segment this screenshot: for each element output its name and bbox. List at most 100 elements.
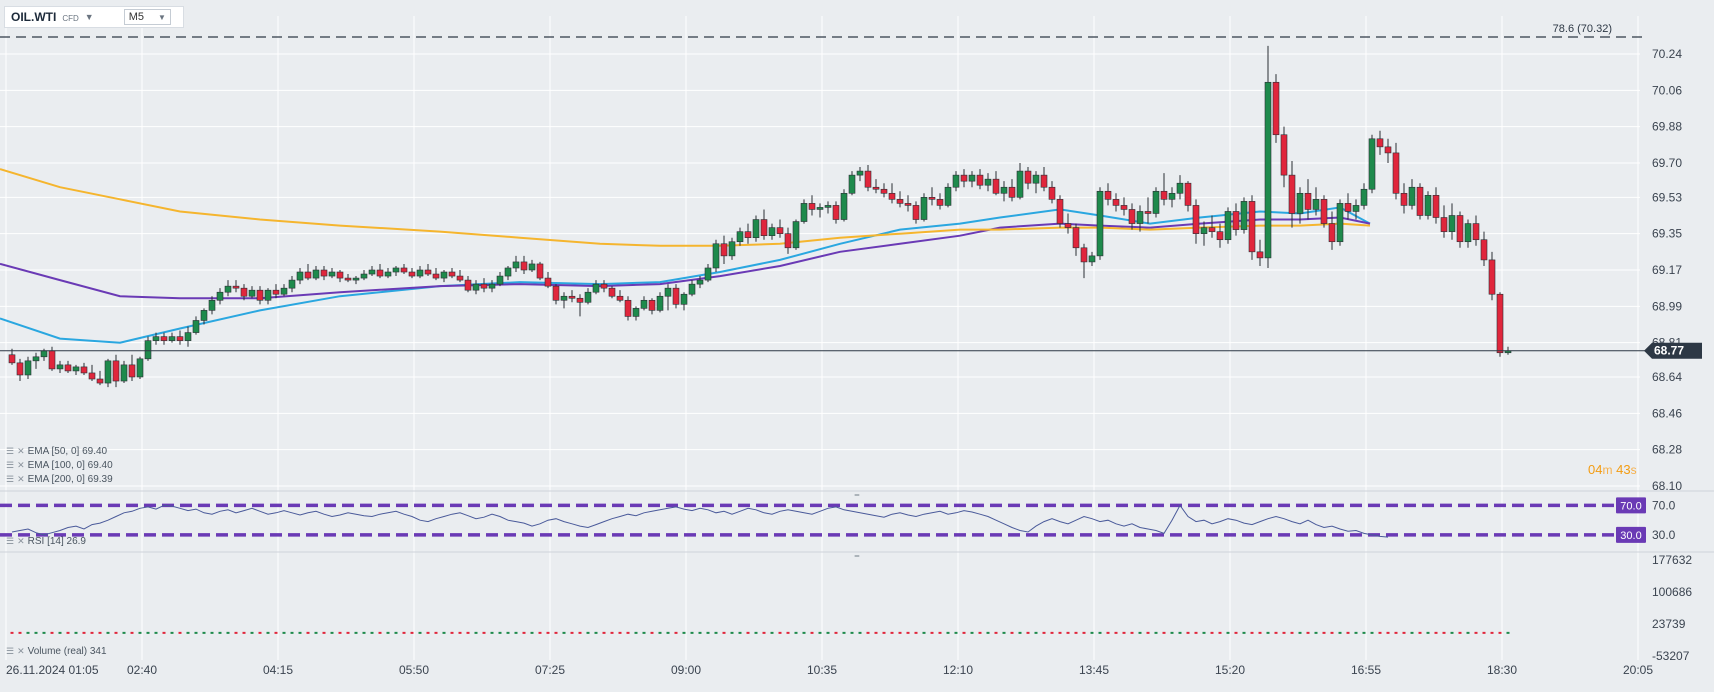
volume-bar (314, 631, 318, 634)
candle-body (1152, 190, 1160, 214)
volume-bar (1258, 631, 1262, 634)
close-icon[interactable]: ✕ (17, 446, 25, 456)
volume-bar (1170, 631, 1174, 634)
close-icon[interactable]: ✕ (17, 460, 25, 470)
symbol-type: CFD (62, 13, 79, 23)
volume-bar (330, 631, 334, 634)
volume-bar (778, 631, 782, 634)
candle-body (296, 271, 304, 281)
candle-body (56, 364, 64, 370)
volume-bar (842, 631, 846, 634)
volume-bar (1282, 631, 1286, 634)
close-icon[interactable]: ✕ (17, 646, 25, 656)
volume-bar (1178, 631, 1182, 634)
rsi-line (11, 504, 1389, 538)
candle-body (8, 354, 16, 364)
candle-body (1320, 199, 1328, 224)
candle-body (1216, 231, 1224, 241)
candle-body (1344, 203, 1352, 212)
y-tick-label: 70.24 (1652, 47, 1682, 61)
volume-bar (962, 631, 966, 634)
volume-bar (434, 631, 438, 634)
settings-icon[interactable]: ☰ (6, 446, 15, 456)
volume-bar (34, 631, 38, 634)
volume-bar (1306, 631, 1310, 634)
candle-body (640, 299, 648, 309)
candle-body (80, 366, 88, 374)
settings-icon[interactable]: ☰ (6, 646, 15, 656)
candle-body (320, 269, 328, 277)
candle-body (408, 271, 416, 277)
rsi-level-tag-label: 30.0 (1620, 530, 1641, 542)
volume-bar (82, 631, 86, 634)
candle-body (1288, 174, 1296, 214)
candle-body (88, 372, 96, 380)
candle-body (1024, 170, 1032, 184)
volume-bar (674, 631, 678, 634)
settings-icon[interactable]: ☰ (6, 536, 15, 546)
symbol-dropdown-icon[interactable]: ▼ (84, 12, 94, 22)
candle-body (824, 205, 832, 208)
candle-body (1128, 209, 1136, 224)
close-icon[interactable]: ✕ (17, 536, 25, 546)
candle-body (1336, 203, 1344, 243)
candle-body (336, 271, 344, 279)
volume-bar (418, 631, 422, 634)
rsi-y-label: 70.0 (1652, 498, 1676, 512)
candle-body (512, 261, 520, 269)
volume-bar (1154, 631, 1158, 634)
volume-bar (514, 631, 518, 634)
legend-volume[interactable]: ☰ ✕ Volume (real) 341 (6, 646, 107, 657)
volume-bar (178, 631, 182, 634)
candle-body (952, 174, 960, 188)
volume-bar (194, 631, 198, 634)
rsi-y-label: 30.0 (1652, 528, 1676, 542)
volume-bar (730, 631, 734, 634)
current-price-tag (1644, 342, 1702, 359)
settings-icon[interactable]: ☰ (6, 460, 15, 470)
volume-bar (250, 631, 254, 634)
settings-icon[interactable]: ☰ (6, 474, 15, 484)
candle-body (64, 364, 72, 372)
volume-bar (882, 631, 886, 634)
candle-body (536, 263, 544, 279)
pane-resize-handle: ‗ (854, 487, 860, 496)
legend-ema100[interactable]: ☰ ✕ EMA [100, 0] 69.40 (6, 460, 113, 471)
candle-body (1368, 138, 1376, 190)
candle-body (480, 283, 488, 289)
volume-bar (1498, 631, 1502, 634)
rsi-level-tag (1616, 497, 1646, 514)
candle-body (1440, 217, 1448, 232)
volume-bar (1442, 631, 1446, 634)
candle-body (440, 271, 448, 279)
candle-body (1176, 182, 1184, 194)
candle-body (1168, 192, 1176, 200)
symbol-name[interactable]: OIL.WTI (11, 10, 57, 24)
volume-bar (802, 631, 806, 634)
candle-body (608, 287, 616, 297)
candle-body (976, 174, 984, 186)
legend-ema200[interactable]: ☰ ✕ EMA [200, 0] 69.39 (6, 474, 113, 485)
volume-bar (482, 631, 486, 634)
volume-bar (1234, 631, 1238, 634)
candle-body (504, 267, 512, 277)
volume-bar (914, 631, 918, 634)
timeframe-select[interactable]: M5 ▼ (123, 9, 171, 25)
candle-body (1248, 201, 1256, 253)
candle-body (560, 295, 568, 301)
candle-body (1296, 192, 1304, 214)
volume-bar (1210, 631, 1214, 634)
candle-body (1400, 192, 1408, 206)
candle-body (1160, 190, 1168, 200)
candle-body (168, 336, 176, 341)
volume-bar (738, 631, 742, 634)
legend-ema50[interactable]: ☰ ✕ EMA [50, 0] 69.40 (6, 446, 107, 457)
volume-bar (1002, 631, 1006, 634)
volume-bar (210, 631, 214, 634)
ema-line-0 (0, 206, 1371, 344)
candle-body (1184, 182, 1192, 206)
close-icon[interactable]: ✕ (17, 474, 25, 484)
volume-bar (1082, 631, 1086, 634)
legend-rsi[interactable]: ☰ ✕ RSI [14] 26.9 (6, 536, 86, 547)
